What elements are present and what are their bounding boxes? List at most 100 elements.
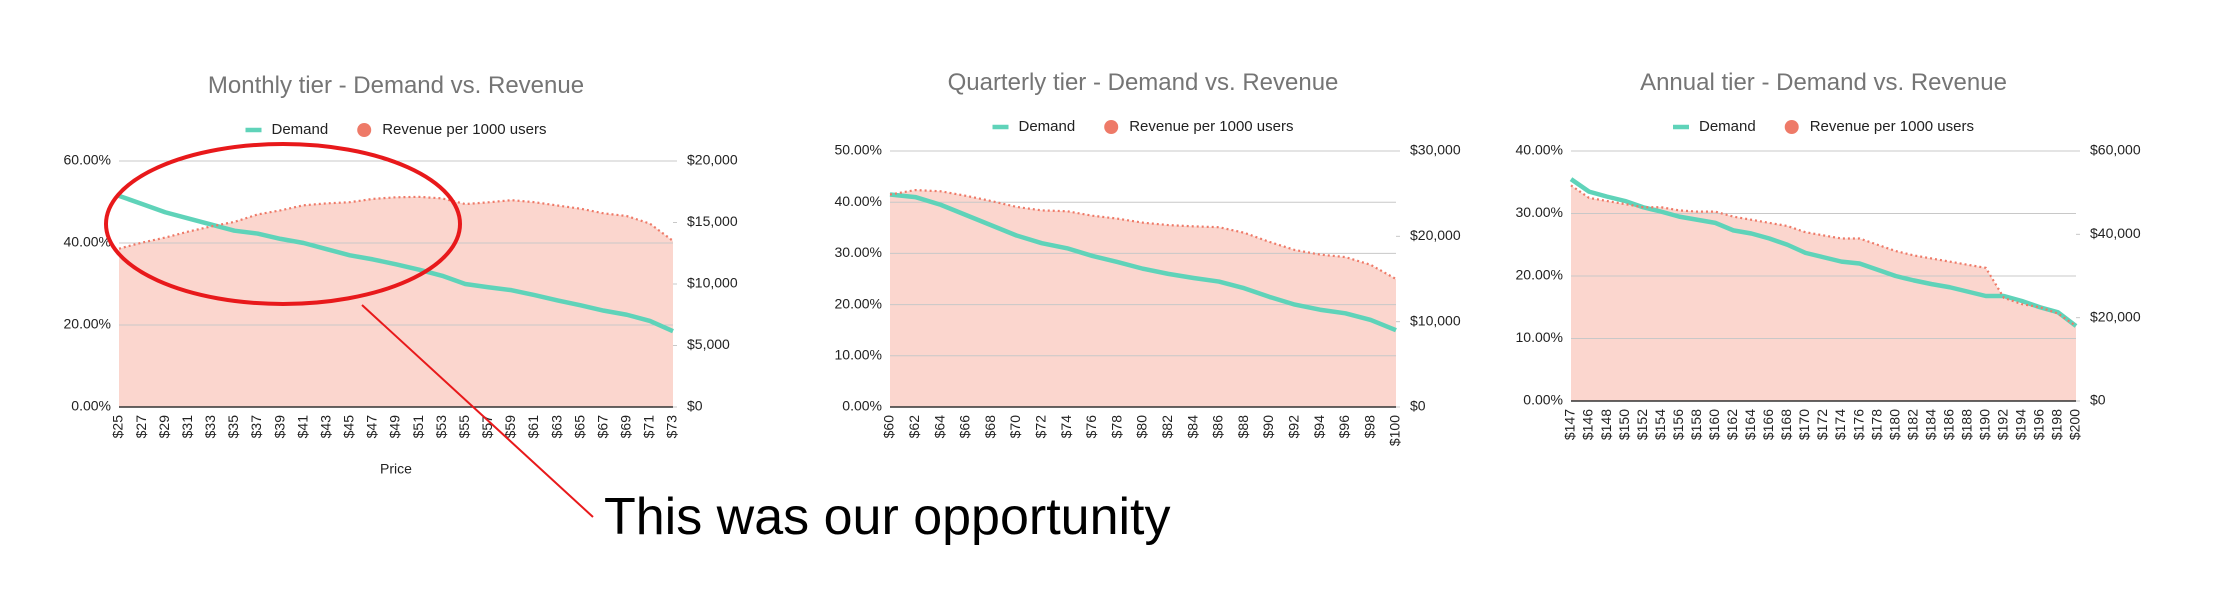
x-tick-label: $82 [1159, 415, 1175, 439]
x-tick-label: $39 [271, 415, 287, 439]
x-tick-label: $31 [179, 415, 195, 439]
y-tick-label: 0.00% [842, 398, 882, 414]
y-tick-label: 40.00% [64, 234, 111, 250]
x-tick-label: $92 [1286, 415, 1302, 439]
x-tick-label: $70 [1007, 415, 1023, 439]
y2-tick-label: $0 [687, 398, 703, 414]
y-tick-label: 60.00% [64, 152, 111, 168]
x-tick-label: $174 [1832, 409, 1848, 440]
y-tick-label: 0.00% [71, 398, 111, 414]
y-tick-label: 50.00% [835, 142, 882, 158]
x-tick-label: $74 [1058, 415, 1074, 439]
y2-tick-label: $15,000 [687, 213, 738, 229]
x-tick-label: $176 [1850, 409, 1866, 440]
legend-swatch [1784, 120, 1799, 134]
x-tick-label: $49 [387, 415, 403, 439]
x-tick-label: $53 [433, 415, 449, 439]
x-tick-label: $100 [1387, 415, 1403, 446]
x-tick-label: $94 [1311, 415, 1327, 439]
revenue-area [1571, 185, 2076, 401]
x-tick-label: $65 [571, 415, 587, 439]
x-tick-label: $186 [1940, 409, 1956, 440]
x-tick-label: $37 [248, 415, 264, 439]
highlight-ellipse [104, 142, 462, 306]
x-tick-label: $80 [1134, 415, 1150, 439]
x-tick-label: $41 [294, 415, 310, 439]
x-tick-label: $188 [1958, 409, 1974, 440]
x-tick-label: $152 [1634, 409, 1650, 440]
y2-tick-label: $20,000 [2090, 308, 2141, 324]
x-tick-label: $51 [410, 415, 426, 439]
y2-tick-label: $0 [2090, 392, 2106, 408]
annotation-arrow [361, 304, 594, 518]
x-tick-label: $33 [202, 415, 218, 439]
legend: Demand Revenue per 1000 users [245, 121, 546, 138]
y-tick-label: 40.00% [1516, 142, 1563, 158]
x-tick-label: $64 [931, 415, 947, 439]
x-tick-label: $63 [548, 415, 564, 439]
legend-swatch [357, 123, 372, 137]
x-tick-label: $72 [1033, 415, 1049, 439]
chart-title: Monthly tier - Demand vs. Revenue [208, 72, 584, 99]
legend-label: Revenue per 1000 users [1810, 118, 1974, 135]
x-tick-label: $60 [881, 415, 897, 439]
x-tick-label: $61 [525, 415, 541, 439]
series-line [889, 188, 1397, 280]
x-tick-label: $76 [1083, 415, 1099, 439]
legend-label: Demand [1019, 118, 1076, 135]
y-tick-label: 30.00% [1516, 204, 1563, 220]
chart-title: Quarterly tier - Demand vs. Revenue [948, 69, 1339, 96]
y-tick-label: 10.00% [1516, 329, 1563, 345]
x-tick-label: $73 [664, 415, 680, 439]
x-tick-label: $67 [594, 415, 610, 439]
x-tick-label: $86 [1210, 415, 1226, 439]
x-tick-label: $57 [479, 415, 495, 439]
legend-label: Revenue per 1000 users [382, 121, 546, 138]
x-tick-label: $160 [1706, 409, 1722, 440]
y2-tick-label: $20,000 [1410, 227, 1461, 243]
x-tick-label: $182 [1904, 409, 1920, 440]
x-tick-label: $96 [1336, 415, 1352, 439]
x-tick-label: $55 [456, 415, 472, 439]
revenue-area [119, 196, 673, 407]
x-tick-label: $192 [1995, 409, 2011, 440]
x-tick-label: $168 [1778, 409, 1794, 440]
legend-label: Demand [1699, 118, 1756, 135]
x-tick-label: $198 [2049, 409, 2065, 440]
x-tick-label: $170 [1796, 409, 1812, 440]
x-tick-label: $194 [2013, 409, 2029, 440]
series-line [1569, 177, 2078, 328]
x-tick-label: $158 [1688, 409, 1704, 440]
chart-title: Annual tier - Demand vs. Revenue [1640, 69, 2007, 96]
y2-tick-label: $10,000 [687, 275, 738, 291]
y-tick-label: 0.00% [1523, 392, 1563, 408]
x-tick-label: $78 [1108, 415, 1124, 439]
x-tick-label: $196 [2031, 409, 2047, 440]
x-tick-label: $156 [1670, 409, 1686, 440]
y2-tick-label: $0 [1410, 398, 1426, 414]
y-tick-label: 20.00% [835, 295, 882, 311]
x-tick-label: $180 [1886, 409, 1902, 440]
y2-tick-label: $20,000 [687, 152, 738, 168]
y-tick-label: 20.00% [64, 316, 111, 332]
x-tick-label: $84 [1184, 415, 1200, 439]
x-tick-label: $43 [317, 415, 333, 439]
x-tick-label: $25 [110, 415, 126, 439]
y2-tick-label: $10,000 [1410, 312, 1461, 328]
x-tick-label: $200 [2067, 409, 2083, 440]
x-tick-label: $164 [1742, 409, 1758, 440]
y2-tick-label: $40,000 [2090, 225, 2141, 241]
x-axis-label: Price [380, 461, 412, 477]
annotation: This was our opportunity [604, 488, 1171, 546]
x-tick-label: $66 [957, 415, 973, 439]
x-tick-label: $45 [341, 415, 357, 439]
x-tick-label: $172 [1814, 409, 1830, 440]
y-tick-label: 30.00% [835, 244, 882, 260]
x-tick-label: $69 [618, 415, 634, 439]
x-tick-label: $154 [1652, 409, 1668, 440]
y-tick-label: 20.00% [1516, 267, 1563, 283]
charts: Monthly tier - Demand vs. Revenue 0.00% 20… [64, 69, 2141, 477]
y-tick-label: 10.00% [835, 347, 882, 363]
x-tick-label: $68 [982, 415, 998, 439]
x-tick-label: $178 [1868, 409, 1884, 440]
